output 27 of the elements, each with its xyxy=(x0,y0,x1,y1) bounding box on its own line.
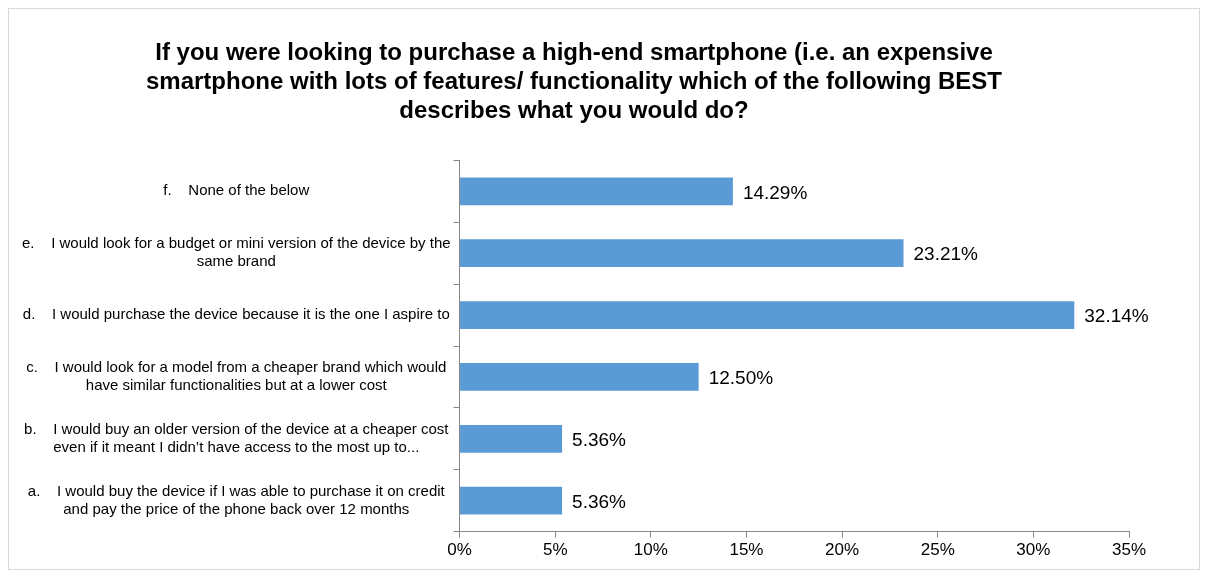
bar xyxy=(460,239,904,268)
bar xyxy=(460,486,563,515)
data-label: 5.36% xyxy=(572,429,627,451)
y-tick-label: a. I would buy the device if I was able to purchase it on credit and pay the price of the phone back over 12 months xyxy=(27,481,446,517)
x-tick-label: 30% xyxy=(1016,540,1051,560)
chart-title: If you were looking to purchase a high-end smartphone (i.e. an expensive smartphone with lots of features/ functionality which of the following BEST describes what you would do? xyxy=(145,38,1003,123)
y-tick-label: d. I would purchase the device because it is the one I aspire to xyxy=(22,305,450,323)
y-tick-label: c. I would look for a model from a cheaper brand which would have similar functionalities but at a lower cost xyxy=(26,358,447,394)
x-tick-label: 25% xyxy=(920,540,955,560)
x-tick-label: 35% xyxy=(1111,540,1147,560)
x-tick-label: 0% xyxy=(447,540,472,560)
bar xyxy=(460,363,699,391)
y-tick-label: b. I would buy an older version of the device at a cheaper cost even if it meant I didn’t have access to the most up to... xyxy=(24,419,450,455)
data-label: 12.50% xyxy=(708,367,774,389)
x-tick-label: 5% xyxy=(542,540,568,560)
y-tick-label: e. I would look for a budget or mini version of the device by the same brand xyxy=(22,234,451,270)
bar xyxy=(460,424,563,453)
bar xyxy=(460,301,1075,329)
x-tick-label: 15% xyxy=(729,540,764,560)
bar xyxy=(460,177,733,206)
data-label: 23.21% xyxy=(913,243,979,265)
y-tick-label: f. None of the below xyxy=(163,181,310,199)
data-label: 32.14% xyxy=(1084,305,1149,327)
x-tick-label: 10% xyxy=(633,540,668,560)
data-label: 5.36% xyxy=(572,490,627,512)
data-label: 14.29% xyxy=(742,181,808,203)
x-tick-label: 20% xyxy=(825,540,860,560)
